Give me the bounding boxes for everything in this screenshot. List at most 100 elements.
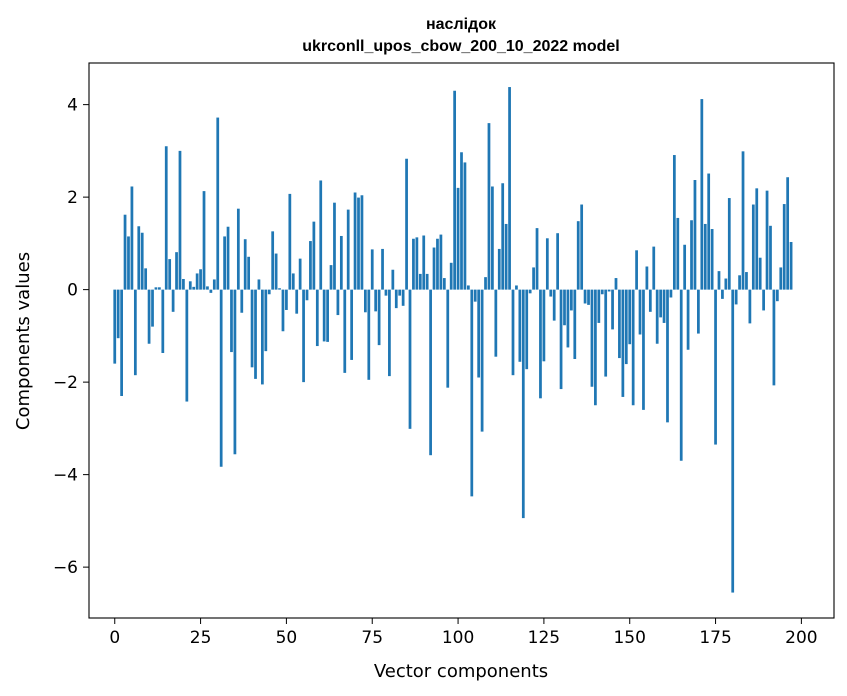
bar (638, 289, 642, 335)
bar (305, 289, 309, 301)
x-tick-label: 125 (528, 628, 560, 648)
bar (243, 239, 247, 290)
bar (144, 268, 148, 290)
bar (460, 152, 463, 290)
bar (394, 289, 398, 309)
bar (333, 202, 336, 290)
bar (642, 289, 645, 410)
bar (319, 180, 323, 290)
bar (576, 221, 580, 290)
bar (199, 269, 202, 290)
bar (449, 262, 453, 290)
bar (611, 289, 614, 330)
bar (250, 289, 254, 368)
bar (724, 278, 728, 290)
bar (707, 173, 711, 290)
bar (504, 223, 508, 290)
bar (473, 289, 477, 302)
bar (436, 238, 439, 290)
x-tick-label: 150 (613, 628, 645, 648)
bar (302, 289, 305, 383)
bar (257, 279, 261, 290)
bar (120, 289, 123, 396)
bar (261, 289, 264, 385)
bar (655, 289, 659, 344)
bar (624, 289, 628, 365)
bar (264, 289, 268, 352)
bar (230, 289, 233, 353)
bar (662, 289, 666, 323)
x-axis-ticks: 0 25 50 75 100 125 150 175 200 (109, 618, 818, 648)
bar (645, 266, 649, 290)
bar (398, 289, 402, 296)
bar (745, 272, 748, 290)
bar (116, 289, 120, 339)
bar (710, 229, 714, 290)
bar (357, 197, 360, 290)
bar (758, 257, 762, 290)
bar (741, 151, 745, 290)
bar (789, 241, 793, 290)
bar (388, 289, 391, 377)
x-tick-label: 0 (109, 628, 120, 648)
bar (442, 278, 446, 290)
bar (542, 289, 546, 362)
bar (216, 117, 220, 290)
bar (346, 209, 350, 290)
bar (775, 289, 779, 302)
bar (219, 289, 223, 467)
bar (381, 248, 384, 290)
bar (171, 289, 175, 312)
bar (291, 273, 295, 290)
bar (648, 289, 652, 312)
bar (133, 289, 137, 376)
bar (412, 238, 415, 290)
y-axis-label: Components values (13, 252, 34, 430)
bar (731, 289, 735, 593)
bar (501, 183, 505, 290)
bar (779, 267, 783, 290)
bar (463, 162, 467, 290)
bar (370, 249, 374, 290)
bar (415, 237, 419, 290)
y-tick-label: 0 (67, 281, 78, 301)
bar (487, 123, 491, 290)
bar (247, 256, 251, 290)
bar (329, 265, 333, 290)
bar (182, 278, 185, 290)
bar (518, 289, 522, 362)
bar (405, 158, 408, 290)
bar (573, 289, 577, 359)
bar (717, 271, 721, 290)
chart-subtitle: ukrconll_upos_cbow_200_10_2022 model (302, 38, 619, 55)
bar (727, 198, 731, 290)
bar (604, 289, 608, 377)
bar (212, 279, 216, 290)
bar (559, 289, 563, 390)
bar (679, 289, 683, 461)
bar (765, 190, 769, 290)
bar (456, 187, 460, 290)
bar (751, 204, 755, 290)
bar (127, 236, 130, 290)
y-tick-label: 2 (67, 188, 78, 208)
bar (309, 241, 312, 290)
bar (539, 289, 542, 399)
bar (697, 289, 700, 334)
bar (439, 234, 443, 290)
bar (621, 289, 625, 397)
bar (714, 289, 717, 445)
bar (422, 235, 426, 290)
bar (618, 289, 621, 359)
bar (700, 99, 704, 290)
bar (480, 289, 484, 432)
bar (274, 253, 278, 290)
bar (363, 289, 367, 313)
bar (195, 273, 199, 290)
bar (206, 286, 209, 290)
bar (600, 289, 604, 295)
bar (515, 285, 518, 290)
bar (652, 246, 656, 290)
bar (521, 289, 525, 519)
bar (607, 289, 611, 292)
